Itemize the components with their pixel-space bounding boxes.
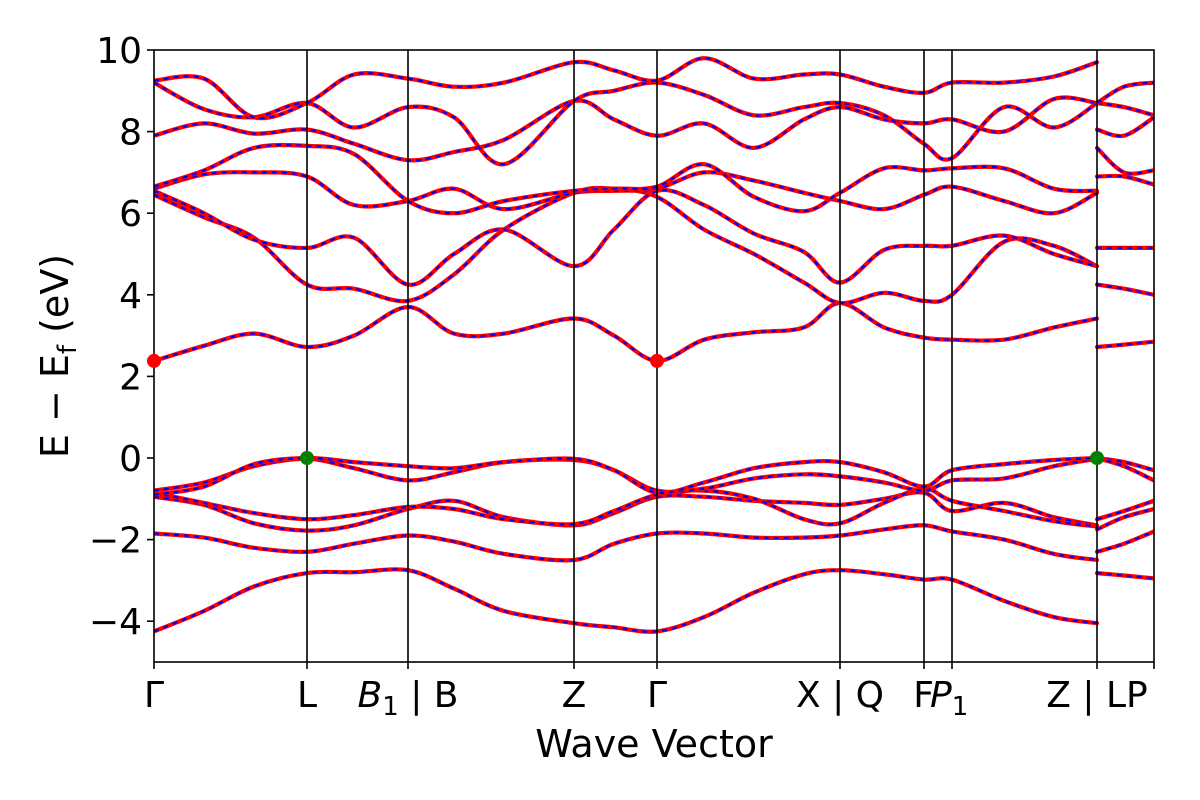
band-line-20 bbox=[1094, 100, 1154, 118]
x-tick-label-1: L bbox=[297, 675, 317, 716]
bands-layer bbox=[154, 56, 1154, 634]
band-line-16 bbox=[1094, 173, 1154, 187]
band-overlay-7 bbox=[154, 186, 1098, 305]
markers-layer bbox=[147, 353, 1104, 465]
band-overlay-15 bbox=[1096, 147, 1154, 175]
x-tick-label-2: B1 | B bbox=[358, 675, 459, 722]
band-overlay-16 bbox=[1096, 174, 1154, 186]
y-tick-label-6: 8 bbox=[119, 113, 142, 154]
band-line-15 bbox=[1094, 145, 1154, 176]
y-tick-label-0: −4 bbox=[89, 602, 142, 643]
band-overlay-19 bbox=[1096, 340, 1154, 349]
band-line-9 bbox=[154, 170, 1100, 216]
band-overlay-26 bbox=[1096, 530, 1154, 553]
band-overlay-9 bbox=[154, 171, 1098, 215]
band-line-27 bbox=[1094, 571, 1154, 581]
y-tick-label-5: 6 bbox=[119, 194, 142, 235]
band-line-0 bbox=[154, 567, 1100, 634]
x-axis-title: Wave Vector bbox=[535, 722, 773, 766]
y-axis: −4 −2 0 2 4 6 8 10 bbox=[89, 31, 154, 643]
band-line-6 bbox=[154, 300, 1100, 363]
band-overlay-6 bbox=[154, 301, 1098, 363]
x-tick-label-8: Z | LP bbox=[1046, 675, 1147, 716]
band-line-19 bbox=[1094, 339, 1154, 350]
band-overlay-25 bbox=[1096, 507, 1154, 531]
x-tick-label-0: Γ bbox=[144, 675, 164, 716]
band-overlay-8 bbox=[154, 188, 1098, 286]
y-tick-label-7: 10 bbox=[96, 31, 142, 72]
y-tick-label-2: 0 bbox=[119, 439, 142, 480]
extremum-marker-0 bbox=[147, 353, 161, 368]
band-overlay-18 bbox=[1096, 283, 1154, 296]
extremum-marker-2 bbox=[300, 451, 314, 465]
band-overlay-2 bbox=[154, 491, 1098, 532]
band-line-8 bbox=[154, 187, 1100, 287]
band-line-2 bbox=[154, 490, 1100, 533]
y-tick-label-4: 4 bbox=[119, 276, 142, 317]
x-tick-label-6: F bbox=[913, 675, 934, 716]
band-line-14 bbox=[1094, 115, 1154, 139]
band-overlay-13 bbox=[154, 57, 1098, 120]
band-overlay-23 bbox=[1096, 456, 1154, 482]
extremum-marker-3 bbox=[1090, 451, 1104, 465]
x-tick-label-3: Z bbox=[562, 675, 587, 716]
band-line-3 bbox=[154, 486, 1100, 529]
x-tick-label-7: P1 bbox=[930, 675, 968, 722]
band-overlay-21 bbox=[1096, 81, 1154, 104]
extremum-marker-1 bbox=[650, 353, 664, 368]
band-overlay-24 bbox=[1096, 499, 1154, 521]
band-overlay-22 bbox=[1096, 456, 1154, 472]
kpoint-lines bbox=[306, 50, 1098, 662]
y-axis-title: E − Ef (eV) bbox=[33, 254, 83, 458]
x-tick-label-4: Γ bbox=[647, 675, 667, 716]
band-overlay-27 bbox=[1096, 572, 1154, 580]
band-overlay-14 bbox=[1096, 116, 1154, 138]
band-overlay-5 bbox=[154, 456, 1098, 496]
band-line-18 bbox=[1094, 282, 1154, 297]
y-tick-label-3: 2 bbox=[119, 357, 142, 398]
x-tick-label-5: X | Q bbox=[796, 675, 884, 716]
x-axis: Γ L B1 | B Z Γ X | Q FP1 Z | LP bbox=[144, 662, 1155, 722]
y-tick-label-1: −2 bbox=[89, 521, 142, 562]
band-overlay-20 bbox=[1096, 101, 1154, 117]
